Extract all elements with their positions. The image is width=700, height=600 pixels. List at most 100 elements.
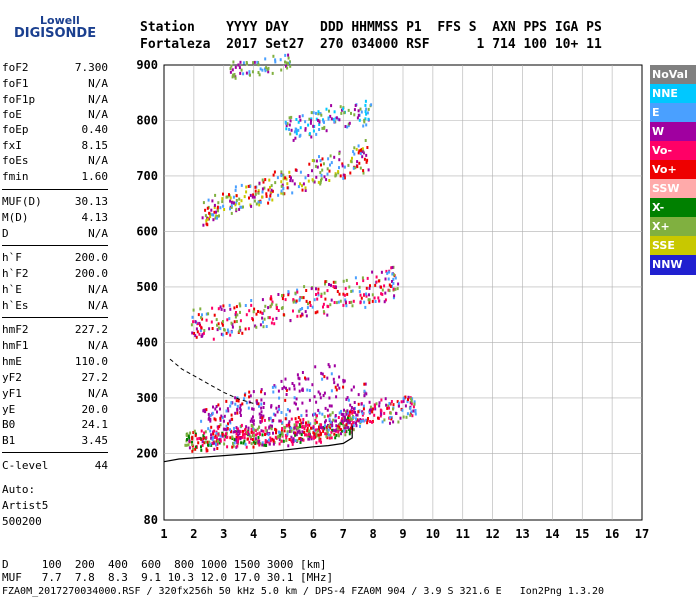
echo-point [399,416,402,420]
echo-point [324,297,327,301]
echo-point [380,292,383,296]
param-row-yf2: yF2 27.2 [2,371,108,386]
echo-point [252,415,254,419]
echo-point [341,417,344,421]
echo-point [361,411,364,415]
echo-point [295,420,298,424]
param-row-he: h`E N/A [2,283,108,298]
param-value: N/A [88,387,108,400]
echo-point [217,326,220,330]
echo-point [285,177,288,181]
param-row-fof1: foF1 N/A [2,77,108,92]
echo-point [256,402,259,406]
echo-point [319,182,322,186]
echo-point [335,429,338,433]
echo-point [294,291,297,295]
echo-point [204,410,206,414]
param-row-foe: foE N/A [2,108,108,123]
echo-point [285,439,288,443]
echo-point [284,417,287,421]
logo-lowell-text: Lowell [40,14,80,27]
echo-point [365,294,368,298]
param-label: foEp [2,123,29,136]
echo-point [335,424,338,428]
echo-point [218,441,221,445]
echo-point [240,205,243,209]
echo-point [235,305,238,309]
y-tick-label: 800 [136,113,158,127]
echo-point [320,113,323,117]
echo-point [327,305,330,309]
echo-point [307,420,310,424]
echo-point [348,413,351,417]
echo-point [286,186,289,190]
echo-point [231,435,234,439]
y-tick-label: 400 [136,335,158,349]
echo-point [369,284,371,288]
echo-point [221,321,224,325]
echo-point [223,438,226,442]
echo-point [284,433,287,437]
echo-point [260,398,263,402]
echo-point [327,157,330,161]
echo-point [199,436,202,440]
echo-point [413,402,416,406]
echo-point [237,63,240,67]
echo-point [194,445,197,449]
echo-point [315,287,317,291]
echo-point [332,117,335,121]
echo-point [242,429,244,433]
echo-point [392,420,395,424]
echo-point [310,426,312,430]
echo-point [288,420,291,424]
echo-point [305,421,307,425]
echo-point [293,384,296,388]
echo-point [373,403,376,407]
echo-point [261,187,264,191]
echo-point [380,285,382,289]
echo-point [242,205,244,209]
param-row-b1: B1 3.45 [2,434,108,449]
echo-point [304,376,306,380]
echo-point [365,153,368,157]
echo-point [366,421,369,425]
echo-point [330,161,333,165]
echo-point [207,417,210,421]
echo-point [298,115,301,119]
echo-point [318,123,321,126]
echo-point [196,437,199,441]
echo-point [351,156,353,160]
logo-digisonde-text: DIGISONDE [14,26,97,41]
echo-point [377,416,379,420]
echo-point [257,191,260,195]
echo-point [236,444,239,448]
echo-point [375,280,378,284]
echo-point [273,384,276,388]
echo-point [285,386,287,390]
echo-point [318,128,321,131]
echo-point [386,271,389,275]
echo-point [209,429,212,433]
echo-point [344,125,347,128]
echo-point [220,307,223,311]
echo-point [339,105,342,109]
echo-point [406,412,409,416]
echo-point [371,299,374,303]
echo-point [344,433,347,437]
echo-point [242,441,245,445]
echo-point [377,296,380,300]
echo-point [279,58,282,62]
echo-point [348,301,351,304]
echo-point [328,169,331,173]
echo-point [325,434,328,438]
echo-point [247,426,250,430]
echo-point [358,285,361,289]
echo-point [373,413,376,417]
echo-point [271,385,274,389]
param-label: B0 [2,418,16,431]
echo-point [356,165,359,169]
echo-point [189,431,192,435]
echo-point [275,431,277,435]
echo-point [312,129,315,133]
echo-point [362,419,364,423]
